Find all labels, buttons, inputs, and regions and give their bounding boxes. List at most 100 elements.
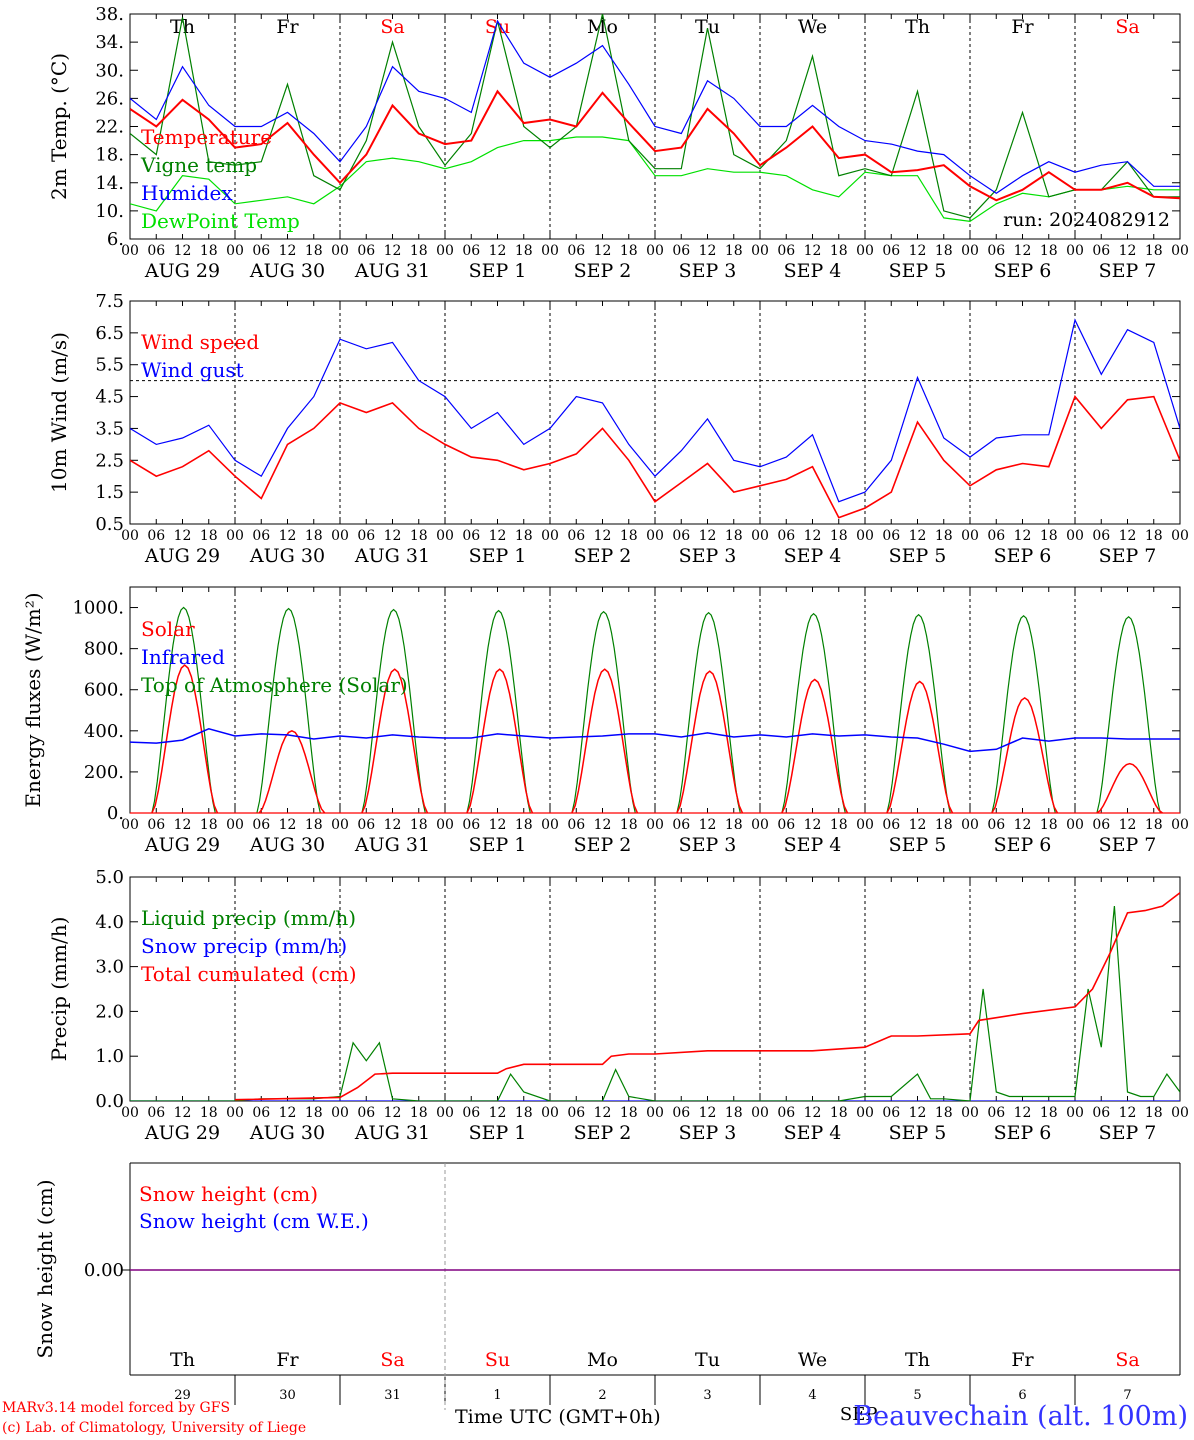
energy-panel-hour-label: 00	[541, 817, 559, 833]
wind-panel-y-tick-label: 5.5	[95, 355, 124, 376]
energy-panel-hour-label: 06	[672, 817, 690, 833]
toa-solar-arc	[781, 612, 846, 813]
precip-panel-hour-label: 06	[567, 1105, 585, 1121]
energy-panel-date-label: SEP 3	[679, 834, 737, 856]
precip-panel-hour-label: 18	[1040, 1105, 1058, 1121]
energy-panel-hour-label: 12	[1119, 817, 1137, 833]
precip-panel-hour-label: 06	[777, 1105, 795, 1121]
temp-panel-hour-label: 12	[699, 243, 717, 259]
temp-weekday-label: Fr	[1011, 16, 1034, 38]
solar-day-bump	[151, 664, 219, 813]
temp-panel-date-label: SEP 4	[784, 260, 842, 282]
energy-panel-date-label: SEP 4	[784, 834, 842, 856]
temp-panel-hour-label: 00	[226, 243, 244, 259]
snow-legend-1: Snow height (cm W.E.)	[139, 1209, 369, 1233]
solar-day-bump	[991, 696, 1059, 813]
temp-legend-3: DewPoint Temp	[141, 209, 300, 233]
precip-panel-hour-label: 00	[436, 1105, 454, 1121]
precip-panel-hour-label: 12	[1014, 1105, 1032, 1121]
temp-weekday-label: Fr	[276, 16, 299, 38]
temp-series-0-line	[130, 89, 1180, 202]
wind-panel-hour-label: 12	[594, 528, 612, 544]
precip-axis-title: Precip (mm/h)	[47, 917, 71, 1062]
wind-panel-hour-label: 12	[1119, 528, 1137, 544]
wind-panel-date-label: SEP 7	[1099, 545, 1157, 567]
precip-panel-hour-label: 00	[121, 1105, 139, 1121]
temp-panel-y-tick-label: 30.	[95, 60, 124, 81]
temp-panel-hour-label: 06	[147, 243, 165, 259]
energy-panel-hour-label: 06	[462, 817, 480, 833]
wind-panel-hour-label: 00	[1066, 528, 1084, 544]
wind-panel-hour-label: 12	[174, 528, 192, 544]
solar-day-bump	[1096, 762, 1163, 813]
bottom-weekday-label: Th	[905, 1349, 930, 1371]
precip-panel-hour-label: 12	[384, 1105, 402, 1121]
temp-panel-hour-label: 18	[515, 243, 533, 259]
precip-panel-hour-label: 18	[935, 1105, 953, 1121]
energy-panel-y-tick-label: 200.	[84, 762, 124, 783]
wind-panel-hour-label: 00	[751, 528, 769, 544]
energy-panel-date-label: AUG 29	[144, 834, 220, 856]
energy-panel-date-label: SEP 6	[994, 834, 1052, 856]
temp-panel-hour-label: 00	[751, 243, 769, 259]
temp-panel-date-label: SEP 7	[1099, 260, 1157, 282]
precip-panel-y-tick-label: 2.0	[95, 1001, 124, 1022]
temp-panel-hour-label: 18	[1040, 243, 1058, 259]
wind-speed-line	[130, 395, 1180, 519]
solar-day-bump	[571, 668, 639, 813]
energy-panel-hour-label: 18	[620, 817, 638, 833]
temp-panel-y-tick-label: 26.	[95, 88, 124, 109]
wind-panel-hour-label: 06	[672, 528, 690, 544]
toa-solar-arc	[256, 607, 321, 813]
temp-panel-hour-label: 18	[410, 243, 428, 259]
bottom-weekday-label: Mo	[587, 1349, 618, 1371]
precip-panel-hour-label: 00	[1171, 1105, 1189, 1121]
temp-panel-hour-label: 18	[830, 243, 848, 259]
precip-panel-date-label: SEP 7	[1099, 1122, 1157, 1144]
energy-panel-hour-label: 00	[331, 817, 349, 833]
temp-panel-hour-label: 06	[882, 243, 900, 259]
precip-panel-hour-label: 12	[279, 1105, 297, 1121]
precip-panel-y-tick-label: 5.0	[95, 867, 124, 888]
station-label: Beauvechain (alt. 100m)	[853, 1401, 1188, 1432]
precip-panel-date-label: SEP 3	[679, 1122, 737, 1144]
temp-panel-date-label: AUG 30	[249, 260, 325, 282]
temp-panel-hour-label: 06	[777, 243, 795, 259]
energy-panel-hour-label: 18	[1145, 817, 1163, 833]
precip-panel-hour-label: 18	[410, 1105, 428, 1121]
energy-panel-hour-label: 12	[804, 817, 822, 833]
wind-panel-date-label: SEP 3	[679, 545, 737, 567]
precip-panel-date-label: AUG 30	[249, 1122, 325, 1144]
temp-panel-date-label: SEP 6	[994, 260, 1052, 282]
temp-panel-hour-label: 06	[252, 243, 270, 259]
bottom-day-number: 2	[598, 1388, 606, 1403]
bottom-day-number: 29	[174, 1388, 191, 1403]
temp-legend-1: Vigne temp	[140, 153, 257, 177]
bottom-day-number: 30	[279, 1388, 296, 1403]
precip-panel-hour-label: 12	[594, 1105, 612, 1121]
total-cumulated-line	[234, 892, 1180, 1101]
precip-panel-hour-label: 00	[1066, 1105, 1084, 1121]
energy-panel-hour-label: 18	[830, 817, 848, 833]
precip-panel-hour-label: 00	[541, 1105, 559, 1121]
temp-panel-hour-label: 18	[620, 243, 638, 259]
precip-panel-date-label: SEP 2	[574, 1122, 632, 1144]
wind-panel-date-label: AUG 30	[249, 545, 325, 567]
energy-panel-y-tick-label: 400.	[84, 721, 124, 742]
energy-panel-hour-label: 00	[226, 817, 244, 833]
wind-panel-hour-label: 12	[699, 528, 717, 544]
wind-panel-hour-label: 06	[357, 528, 375, 544]
energy-axis-title: Energy fluxes (W/m²)	[21, 592, 45, 807]
energy-panel-hour-label: 00	[436, 817, 454, 833]
temp-panel-hour-label: 00	[436, 243, 454, 259]
temp-panel-hour-label: 00	[331, 243, 349, 259]
temp-panel-hour-label: 12	[909, 243, 927, 259]
solar-day-bump	[466, 668, 534, 813]
energy-panel-hour-label: 06	[567, 817, 585, 833]
precip-panel-hour-label: 18	[725, 1105, 743, 1121]
solar-day-bump	[361, 668, 429, 813]
bottom-day-number: 5	[913, 1388, 921, 1403]
precip-panel-hour-label: 06	[987, 1105, 1005, 1121]
wind-panel-hour-label: 12	[279, 528, 297, 544]
